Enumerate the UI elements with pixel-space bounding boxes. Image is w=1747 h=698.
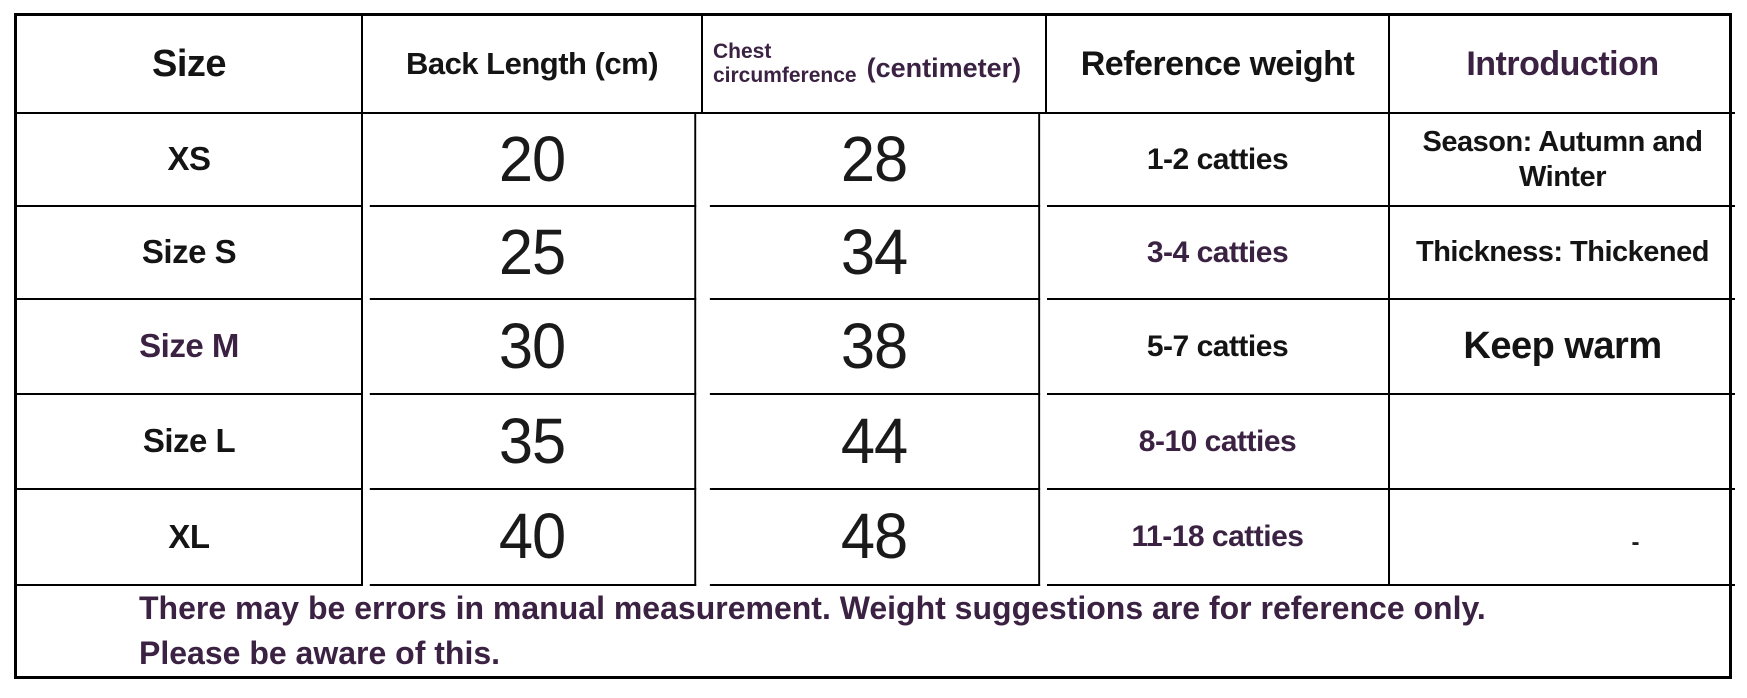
row-s-size: Size S — [17, 207, 363, 300]
row-xl-intro: - — [1390, 490, 1735, 586]
row-xl-back-length: 40 — [369, 490, 697, 586]
row-s-chest: 34 — [709, 207, 1041, 300]
header-size: Size — [17, 16, 363, 114]
row-l-back-length: 35 — [369, 395, 697, 490]
row-xs-size: XS — [17, 114, 363, 207]
row-m-chest: 38 — [709, 300, 1041, 395]
header-introduction: Introduction — [1390, 16, 1735, 114]
row-l-weight: 8-10 catties — [1047, 395, 1390, 490]
row-m-size: Size M — [17, 300, 363, 395]
footnote-line1: There may be errors in manual measuremen… — [139, 589, 1486, 626]
header-chest-circumference: Chest circumference (centimeter) — [703, 16, 1047, 114]
row-l-chest: 44 — [709, 395, 1041, 490]
dash-mark: - — [1631, 529, 1640, 557]
row-xl-chest: 48 — [709, 490, 1041, 586]
header-back-length: Back Length (cm) — [363, 16, 703, 114]
row-l-intro — [1390, 395, 1735, 490]
size-table: Size Back Length (cm) Chest circumferenc… — [14, 13, 1735, 679]
row-m-weight: 5-7 catties — [1047, 300, 1390, 395]
chest-header-line2: circumference — [713, 64, 857, 87]
row-xs-chest: 28 — [709, 114, 1041, 207]
header-reference-weight: Reference weight — [1047, 16, 1390, 114]
row-xs-intro: Season: Autumn and Winter — [1390, 114, 1735, 207]
row-xs-back-length: 20 — [369, 114, 697, 207]
chest-header-line1: Chest — [713, 39, 772, 63]
row-xl-weight: 11-18 catties — [1047, 490, 1390, 586]
chest-header-unit: (centimeter) — [866, 53, 1022, 84]
row-xl-size: XL — [17, 490, 363, 586]
row-s-back-length: 25 — [369, 207, 697, 300]
row-l-size: Size L — [17, 395, 363, 490]
row-s-weight: 3-4 catties — [1047, 207, 1390, 300]
footnote: There may be errors in manual measuremen… — [17, 586, 1735, 676]
row-m-intro: Keep warm — [1390, 300, 1735, 395]
row-s-intro: Thickness: Thickened — [1390, 207, 1735, 300]
row-xs-weight: 1-2 catties — [1047, 114, 1390, 207]
footnote-line2: Please be aware of this. — [139, 635, 501, 671]
row-m-back-length: 30 — [369, 300, 697, 395]
